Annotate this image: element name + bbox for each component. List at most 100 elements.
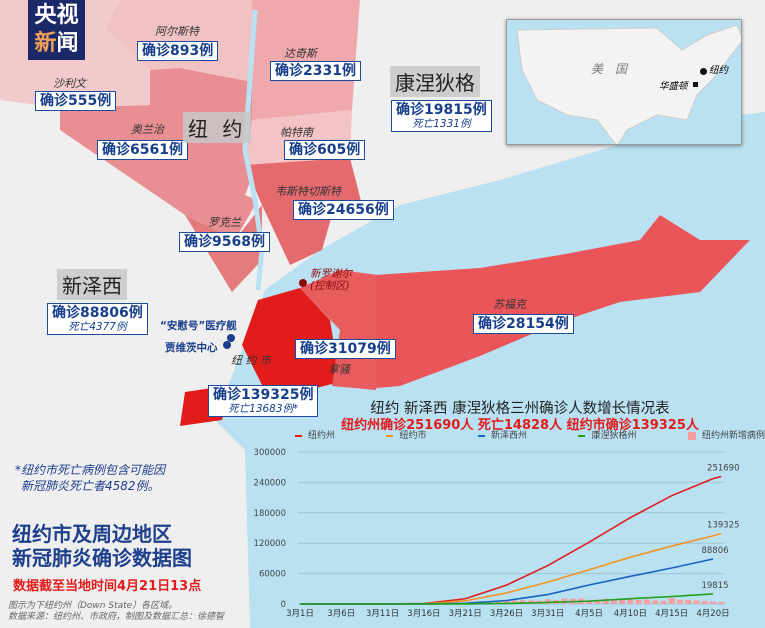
- rockland-cases: 确诊9568例: [179, 232, 270, 252]
- new-cases-bar: [685, 599, 692, 604]
- comfort-ship-dot[interactable]: [227, 334, 235, 342]
- county-nassau: [300, 270, 378, 390]
- y-tick-label: 120000: [254, 539, 286, 549]
- legend-item: 纽约州新增病例: [687, 428, 765, 441]
- chart-subtitle: 纽约州确诊251690人 死亡14828人 纽约市确诊139325人: [341, 418, 699, 433]
- newjersey-label: 新泽西: [57, 269, 127, 300]
- x-tick-label: 3月26日: [490, 609, 523, 619]
- nj-cases: 确诊88806例: [52, 305, 143, 321]
- ct-deaths: 死亡1331例: [412, 118, 471, 130]
- x-tick-label: 4月15日: [655, 609, 688, 619]
- sullivan-cases: 确诊555例: [35, 91, 117, 111]
- new-cases-bar: [701, 600, 708, 604]
- new-cases-bar: [495, 601, 502, 604]
- credits-line2: 数据来源：纽约州、市政府，制图及数据汇总：徐德智: [8, 612, 225, 622]
- new-cases-bar: [503, 600, 510, 604]
- new-cases-bar: [660, 600, 667, 604]
- series-end-label: 251690: [707, 463, 739, 473]
- county-nyc: [242, 288, 340, 392]
- suffolk-cases: 确诊28154例: [473, 314, 574, 334]
- y-tick-label: 180000: [254, 509, 286, 519]
- footnote-line1: *纽约市死亡病例包含可能因: [15, 463, 166, 477]
- series-line: [299, 532, 722, 605]
- chart-legend: 纽约州 纽约市 新泽西州 康涅狄格州 纽约州新增病例: [295, 428, 765, 441]
- hudson-river: [242, 9, 265, 291]
- us-outline: [516, 24, 741, 144]
- nj-deaths: 死亡4377例: [68, 321, 127, 333]
- rockland-label: 罗克兰: [208, 216, 241, 229]
- new-rochelle-name: 新罗谢尔: [310, 268, 352, 280]
- inset-ny-label: 纽约: [709, 65, 729, 76]
- logo-line1: 央视: [34, 3, 79, 28]
- new-cases-bar: [602, 598, 609, 604]
- county-suffolk: [376, 215, 750, 388]
- x-tick-label: 4月20日: [696, 609, 729, 619]
- new-rochelle-dot[interactable]: [299, 279, 307, 287]
- x-tick-label: 3月11日: [366, 609, 399, 619]
- series-line: [300, 593, 714, 605]
- ulster-label: 阿尔斯特: [155, 25, 199, 38]
- legend-item: 新泽西州: [477, 428, 527, 441]
- footnote: *纽约市死亡病例包含可能因 新冠肺炎死亡者4582例。: [15, 462, 165, 494]
- x-tick-label: 3月31日: [531, 609, 564, 619]
- legend-swatch: [687, 431, 696, 440]
- y-tick-label: 0: [281, 600, 286, 610]
- dutchess-label: 达奇斯: [284, 47, 317, 60]
- new-cases-bar: [718, 601, 725, 604]
- y-tick-label: 300000: [254, 448, 286, 458]
- legend-swatch: [578, 434, 586, 437]
- series-end-label: 139325: [707, 520, 739, 530]
- new-cases-bar: [594, 599, 601, 604]
- connecticut-cases: 确诊19815例 死亡1331例: [391, 100, 492, 132]
- ulster-cases: 确诊893例: [137, 41, 219, 61]
- legend-label: 康涅狄格州: [591, 431, 637, 441]
- orange-cases: 确诊6561例: [97, 140, 188, 160]
- footnote-line2: 新冠肺炎死亡者4582例。: [21, 479, 160, 493]
- y-tick-label: 60000: [259, 570, 286, 580]
- us-inset-map: 美 国 纽约 华盛顿: [506, 19, 742, 145]
- inset-dc-marker: [693, 82, 698, 87]
- sullivan-label: 沙利文: [53, 77, 86, 90]
- new-cases-bar: [652, 600, 659, 604]
- legend-swatch: [477, 434, 485, 437]
- javits-center-dot[interactable]: [223, 341, 231, 349]
- cctv-news-logo: 央视 新闻: [28, 0, 85, 60]
- dutchess-cases: 确诊2331例: [270, 61, 361, 81]
- newjersey-cases: 确诊88806例 死亡4377例: [47, 303, 148, 335]
- newyork-state-label: 纽 约: [183, 112, 252, 143]
- legend-swatch: [386, 434, 394, 437]
- legend-item: 纽约市: [386, 428, 427, 441]
- westchester-label: 韦斯特切斯特: [275, 185, 341, 198]
- new-cases-bar: [643, 599, 650, 604]
- chart-title: 纽约 新泽西 康涅狄格三州确诊人数增长情况表: [370, 401, 670, 417]
- legend-label: 纽约市: [399, 431, 427, 441]
- series-end-label: 88806: [701, 546, 728, 556]
- new-cases-bar: [635, 599, 642, 604]
- new-cases-bar: [627, 598, 634, 604]
- javits-center-label: 贾维茨中心: [165, 342, 218, 354]
- x-tick-label: 3月21日: [449, 609, 482, 619]
- x-tick-label: 4月10日: [614, 609, 647, 619]
- data-date: 数据截至当地时间4月21日13点: [13, 579, 202, 594]
- new-cases-bar: [693, 600, 700, 604]
- new-cases-bar: [520, 600, 527, 604]
- westchester-cases: 确诊24656例: [293, 200, 394, 220]
- series-end-label: 19815: [701, 581, 728, 591]
- y-tick-label: 240000: [254, 478, 286, 488]
- connecticut-label: 康涅狄格: [390, 66, 480, 97]
- new-cases-bar: [676, 599, 683, 604]
- inset-country-label: 美 国: [591, 62, 628, 76]
- legend-label: 纽约州新增病例: [701, 431, 765, 441]
- series-line: [299, 475, 722, 605]
- x-tick-label: 4月5日: [575, 609, 603, 619]
- ct-cases: 确诊19815例: [396, 102, 487, 118]
- title-line1: 纽约市及周边地区: [12, 522, 172, 546]
- new-cases-bar: [610, 599, 617, 604]
- nassau-label: 拿骚: [328, 363, 350, 376]
- water-body: [215, 112, 765, 628]
- logo-char: 新: [34, 31, 57, 56]
- legend-swatch: [295, 434, 302, 437]
- putnam-cases: 确诊605例: [284, 140, 366, 160]
